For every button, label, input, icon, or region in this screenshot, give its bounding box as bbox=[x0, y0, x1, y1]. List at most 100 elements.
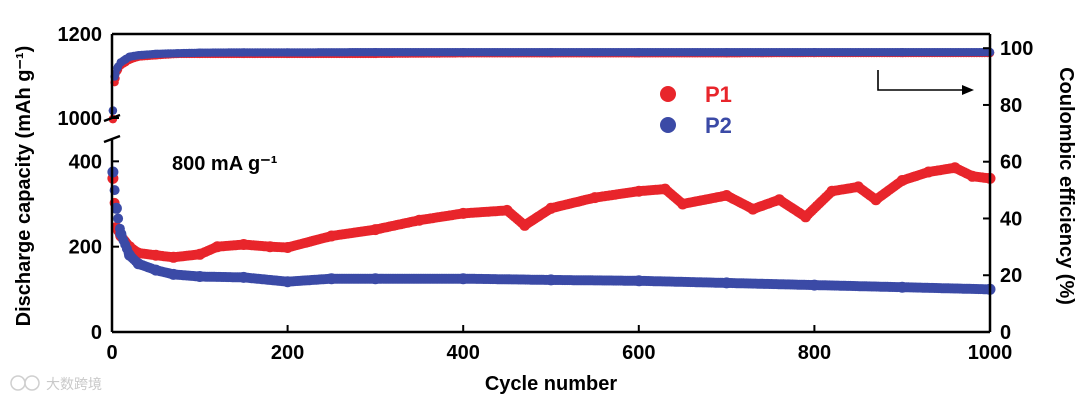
y-left-tick-label: 200 bbox=[69, 237, 102, 259]
capacity-data-point bbox=[773, 194, 785, 206]
capacity-data-point bbox=[633, 275, 645, 287]
capacity-data-point bbox=[150, 249, 162, 261]
capacity-data-point bbox=[168, 251, 179, 263]
legend-marker-p2 bbox=[660, 117, 676, 133]
capacity-data-point bbox=[168, 268, 179, 280]
capacity-data-point bbox=[852, 181, 864, 193]
capacity-data-point bbox=[923, 166, 934, 178]
capacity-data-point bbox=[545, 274, 557, 286]
capacity-data-point bbox=[721, 190, 733, 201]
series-p2-coulombic-efficiency bbox=[108, 48, 995, 115]
capacity-data-point bbox=[110, 202, 122, 214]
y-right-tick-label: 80 bbox=[1000, 95, 1022, 117]
y-right-tick-label: 40 bbox=[1000, 208, 1022, 230]
capacity-data-point bbox=[413, 214, 425, 226]
capacity-data-point bbox=[194, 271, 206, 282]
ce-data-point bbox=[810, 48, 819, 57]
capacity-data-point bbox=[677, 198, 689, 210]
capacity-data-point bbox=[966, 170, 978, 182]
legend: P1 P2 bbox=[660, 82, 732, 138]
capacity-data-point bbox=[326, 273, 337, 285]
legend-label-p1: P1 bbox=[705, 82, 732, 107]
y-right-axis-title: Coulombic efficiency (%) bbox=[1055, 67, 1077, 305]
capacity-data-point bbox=[659, 183, 671, 195]
watermark-logo-icon-ring bbox=[24, 375, 40, 391]
x-tick-label: 200 bbox=[271, 342, 304, 364]
ce-data-point bbox=[898, 48, 907, 57]
x-tick-label: 1000 bbox=[968, 342, 1013, 364]
capacity-data-point bbox=[150, 264, 162, 276]
ticks-layer: 0 200 400 600 800 100002004001000120002040608… bbox=[58, 24, 1034, 364]
watermark-text: 大数跨境 bbox=[46, 377, 102, 393]
capacity-data-point bbox=[457, 273, 469, 285]
series-layer bbox=[107, 48, 996, 295]
axes-frame bbox=[103, 32, 992, 334]
series-p1-discharge-capacity bbox=[107, 162, 996, 263]
y-right-tick-label: 0 bbox=[1000, 322, 1011, 344]
capacity-data-point bbox=[545, 202, 557, 214]
capacity-data-point bbox=[721, 277, 733, 289]
capacity-data-point bbox=[633, 185, 645, 197]
capacity-data-point bbox=[457, 207, 469, 219]
legend-label-p2: P2 bbox=[705, 113, 732, 138]
y-left-tick-label: 0 bbox=[91, 322, 102, 344]
capacity-data-point bbox=[826, 185, 838, 197]
x-tick-label: 600 bbox=[622, 342, 655, 364]
legend-marker-p1 bbox=[660, 86, 676, 102]
watermark-logo-icon bbox=[10, 375, 26, 391]
y-left-axis-title: Discharge capacity (mAh g⁻¹) bbox=[13, 46, 35, 327]
capacity-data-point bbox=[238, 239, 250, 250]
ce-data-point bbox=[173, 49, 182, 58]
ce-data-point bbox=[239, 48, 248, 57]
ce-data-point bbox=[546, 48, 556, 57]
current-density-annotation: 800 mA g⁻¹ bbox=[172, 153, 278, 175]
x-tick-label: 400 bbox=[447, 342, 480, 364]
watermark: 大数跨境 bbox=[10, 375, 102, 393]
series-p1-coulombic-efficiency bbox=[108, 48, 995, 124]
capacity-data-point bbox=[132, 258, 144, 270]
y-left-tick-label: 1200 bbox=[58, 24, 103, 46]
ce-data-point bbox=[125, 52, 134, 61]
ce-data-point bbox=[371, 48, 380, 57]
capacity-data-point bbox=[115, 228, 127, 240]
capacity-data-point bbox=[326, 230, 337, 242]
ce-data-point bbox=[283, 48, 292, 57]
ce-data-point bbox=[195, 48, 204, 57]
capacity-data-point bbox=[870, 194, 882, 206]
x-axis-title: Cycle number bbox=[485, 373, 617, 395]
capacity-data-point bbox=[519, 219, 531, 231]
y-right-tick-label: 60 bbox=[1000, 152, 1022, 174]
capacity-data-point bbox=[808, 279, 820, 291]
capacity-data-point bbox=[369, 224, 381, 236]
capacity-data-point bbox=[589, 192, 601, 204]
x-tick-label: 0 bbox=[106, 342, 117, 364]
capacity-data-point bbox=[896, 281, 908, 293]
ce-data-point bbox=[134, 51, 143, 60]
ce-data-point bbox=[634, 48, 643, 57]
x-tick-label: 800 bbox=[798, 342, 831, 364]
ce-data-point bbox=[459, 48, 468, 57]
capacity-data-point bbox=[238, 271, 250, 283]
y-right-tick-label: 100 bbox=[1000, 38, 1033, 60]
y-right-tick-label: 20 bbox=[1000, 265, 1022, 287]
capacity-data-point bbox=[747, 203, 759, 215]
capacity-data-point bbox=[282, 242, 294, 253]
capacity-point bbox=[113, 213, 124, 224]
capacity-data-point bbox=[124, 249, 136, 261]
capacity-data-point bbox=[369, 273, 381, 285]
ce-data-point bbox=[151, 49, 161, 59]
axis-break-mark bbox=[103, 134, 121, 144]
capacity-data-point bbox=[194, 248, 206, 260]
y-left-tick-label: 400 bbox=[69, 151, 102, 173]
y-left-tick-label: 1000 bbox=[58, 108, 103, 130]
series-p2-discharge-capacity bbox=[107, 166, 996, 295]
right-axis-arrow bbox=[877, 70, 974, 95]
capacity-data-point bbox=[211, 241, 223, 253]
capacity-data-point bbox=[949, 162, 961, 174]
capacity-data-point bbox=[501, 204, 513, 216]
capacity-data-point bbox=[800, 211, 812, 223]
capacity-data-point bbox=[896, 175, 908, 186]
capacity-data-point bbox=[264, 241, 276, 253]
capacity-data-point bbox=[282, 276, 294, 288]
